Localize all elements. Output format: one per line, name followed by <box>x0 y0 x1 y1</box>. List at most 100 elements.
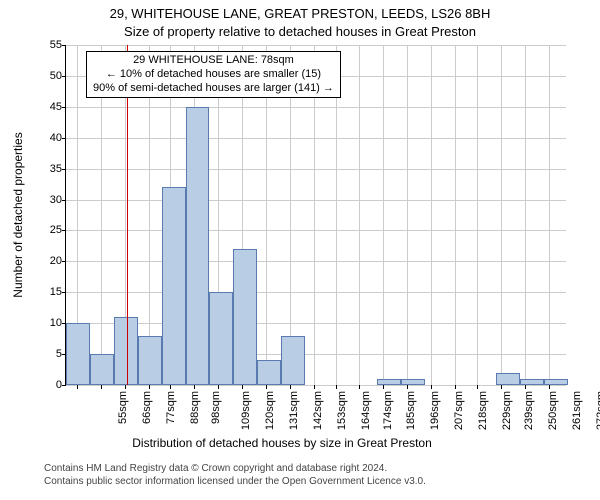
annotation-line: ← 10% of detached houses are smaller (15… <box>93 68 334 82</box>
xtick-mark <box>336 385 337 389</box>
xtick-label: 88sqm <box>187 391 201 424</box>
xtick-mark <box>218 385 219 389</box>
ytick-label: 20 <box>50 255 66 267</box>
xtick-mark <box>170 385 171 389</box>
ytick-label: 30 <box>50 194 66 206</box>
gridline-v <box>549 45 550 385</box>
gridline-h <box>66 138 566 139</box>
gridline-v <box>525 45 526 385</box>
plot-area: 051015202530354045505555sqm66sqm77sqm88s… <box>65 45 566 386</box>
xtick-label: 142sqm <box>310 391 324 430</box>
histogram-bar <box>544 379 568 385</box>
xtick-label: 66sqm <box>139 391 153 424</box>
xtick-label: 272sqm <box>593 391 600 430</box>
annotation-line: 29 WHITEHOUSE LANE: 78sqm <box>93 54 334 68</box>
ytick-label: 35 <box>50 163 66 175</box>
histogram-bar <box>233 249 257 385</box>
gridline-h <box>66 292 566 293</box>
histogram-bar <box>209 292 233 385</box>
xtick-mark <box>101 385 102 389</box>
xtick-label: 98sqm <box>208 391 222 424</box>
xtick-mark <box>431 385 432 389</box>
ytick-label: 55 <box>50 39 66 51</box>
gridline-h <box>66 385 566 386</box>
annotation-line: 90% of semi-detached houses are larger (… <box>93 82 334 96</box>
xtick-mark <box>77 385 78 389</box>
annotation-box: 29 WHITEHOUSE LANE: 78sqm← 10% of detach… <box>86 51 341 98</box>
xtick-mark <box>149 385 150 389</box>
histogram-bar <box>281 336 305 385</box>
xtick-label: 239sqm <box>521 391 535 430</box>
xtick-mark <box>359 385 360 389</box>
xtick-mark <box>477 385 478 389</box>
histogram-bar <box>377 379 401 385</box>
page-title: 29, WHITEHOUSE LANE, GREAT PRESTON, LEED… <box>0 6 600 21</box>
xtick-label: 250sqm <box>545 391 559 430</box>
histogram-bar <box>496 373 520 385</box>
xtick-mark <box>501 385 502 389</box>
histogram-bar <box>401 379 425 385</box>
xtick-label: 229sqm <box>499 391 513 430</box>
xtick-label: 120sqm <box>262 391 276 430</box>
gridline-v <box>431 45 432 385</box>
xtick-label: 261sqm <box>569 391 583 430</box>
xtick-label: 55sqm <box>115 391 129 424</box>
histogram-bar <box>66 323 90 385</box>
gridline-v <box>477 45 478 385</box>
histogram-bar <box>90 354 114 385</box>
xtick-label: 196sqm <box>428 391 442 430</box>
xtick-label: 218sqm <box>475 391 489 430</box>
gridline-h <box>66 169 566 170</box>
ytick-label: 40 <box>50 132 66 144</box>
gridline-v <box>455 45 456 385</box>
histogram-bar <box>162 187 186 385</box>
xtick-mark <box>455 385 456 389</box>
ytick-label: 10 <box>50 317 66 329</box>
xtick-label: 131sqm <box>286 391 300 430</box>
footer-line-2: Contains public sector information licen… <box>44 475 426 488</box>
histogram-bar <box>520 379 544 385</box>
ytick-label: 15 <box>50 286 66 298</box>
ytick-label: 25 <box>50 224 66 236</box>
gridline-h <box>66 45 566 46</box>
xtick-label: 185sqm <box>404 391 418 430</box>
xtick-mark <box>125 385 126 389</box>
histogram-bar <box>186 107 210 385</box>
footer-line-1: Contains HM Land Registry data © Crown c… <box>44 462 426 475</box>
xtick-label: 174sqm <box>380 391 394 430</box>
gridline-h <box>66 107 566 108</box>
histogram-bar <box>257 360 281 385</box>
xtick-mark <box>314 385 315 389</box>
xtick-mark <box>194 385 195 389</box>
y-axis-label: Number of detached properties <box>11 132 25 297</box>
ytick-label: 0 <box>56 379 66 391</box>
xtick-label: 109sqm <box>238 391 252 430</box>
gridline-v <box>383 45 384 385</box>
chart-subtitle: Size of property relative to detached ho… <box>0 24 600 39</box>
xtick-mark <box>266 385 267 389</box>
gridline-v <box>359 45 360 385</box>
gridline-h <box>66 261 566 262</box>
xtick-label: 207sqm <box>451 391 465 430</box>
gridline-v <box>501 45 502 385</box>
xtick-mark <box>407 385 408 389</box>
xtick-label: 164sqm <box>358 391 372 430</box>
gridline-h <box>66 200 566 201</box>
xtick-mark <box>525 385 526 389</box>
xtick-label: 153sqm <box>334 391 348 430</box>
xtick-mark <box>242 385 243 389</box>
xtick-label: 77sqm <box>163 391 177 424</box>
footer-attribution: Contains HM Land Registry data © Crown c… <box>44 462 426 488</box>
histogram-bar <box>138 336 162 385</box>
xtick-mark <box>549 385 550 389</box>
chart-container: { "title_line1": "29, WHITEHOUSE LANE, G… <box>0 0 600 500</box>
histogram-bar <box>114 317 138 385</box>
xtick-mark <box>383 385 384 389</box>
gridline-h <box>66 230 566 231</box>
ytick-label: 5 <box>56 348 66 360</box>
xtick-mark <box>290 385 291 389</box>
ytick-label: 50 <box>50 70 66 82</box>
x-axis-label: Distribution of detached houses by size … <box>32 436 532 450</box>
gridline-h <box>66 323 566 324</box>
ytick-label: 45 <box>50 101 66 113</box>
